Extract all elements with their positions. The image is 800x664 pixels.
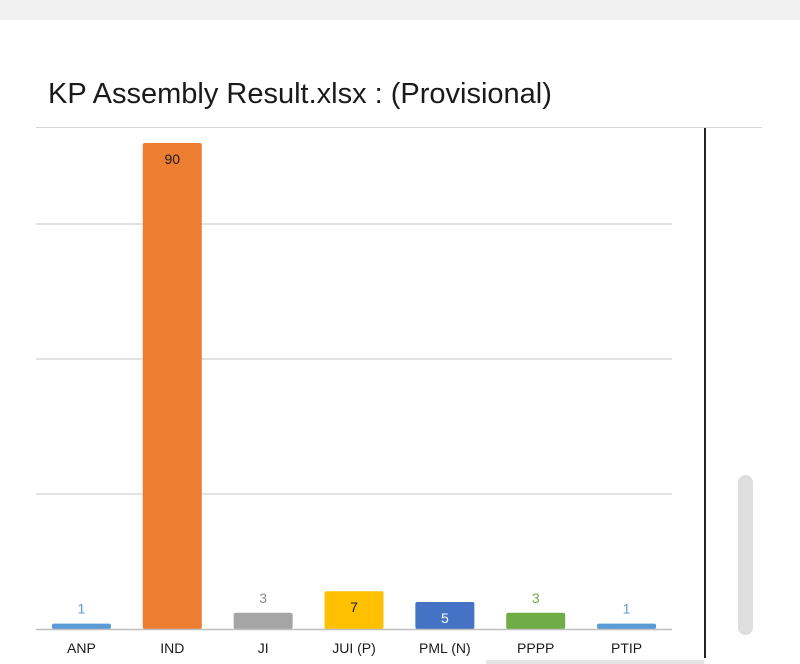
bar-jui-p-: [324, 591, 384, 629]
title-divider: [36, 127, 762, 128]
data-label: 5: [441, 610, 449, 626]
category-label: PTIP: [611, 640, 642, 656]
bar-pml-n-: [415, 602, 475, 629]
category-label: JUI (P): [332, 640, 376, 656]
category-label: ANP: [67, 640, 96, 656]
top-status-bar: [0, 0, 800, 20]
bar-pppp: [506, 612, 566, 629]
vertical-scrollbar-thumb[interactable]: [738, 475, 753, 635]
bar-ind: [142, 143, 202, 629]
document-title: KP Assembly Result.xlsx : (Provisional): [48, 78, 552, 110]
data-label: 7: [350, 599, 358, 615]
bar-ji: [233, 612, 293, 629]
bottom-edge-strip: [486, 660, 704, 664]
category-label: PPPP: [517, 640, 554, 656]
category-label: PML (N): [419, 640, 471, 656]
data-label: 3: [259, 590, 267, 606]
category-label: IND: [160, 640, 184, 656]
pane-divider[interactable]: [704, 128, 706, 658]
bar-anp: [51, 623, 111, 629]
data-label: 1: [623, 601, 631, 617]
data-label: 3: [532, 590, 540, 606]
data-label: 1: [78, 601, 86, 617]
bar-ptip: [597, 623, 657, 629]
category-label: JI: [258, 640, 269, 656]
data-label: 90: [164, 151, 180, 167]
